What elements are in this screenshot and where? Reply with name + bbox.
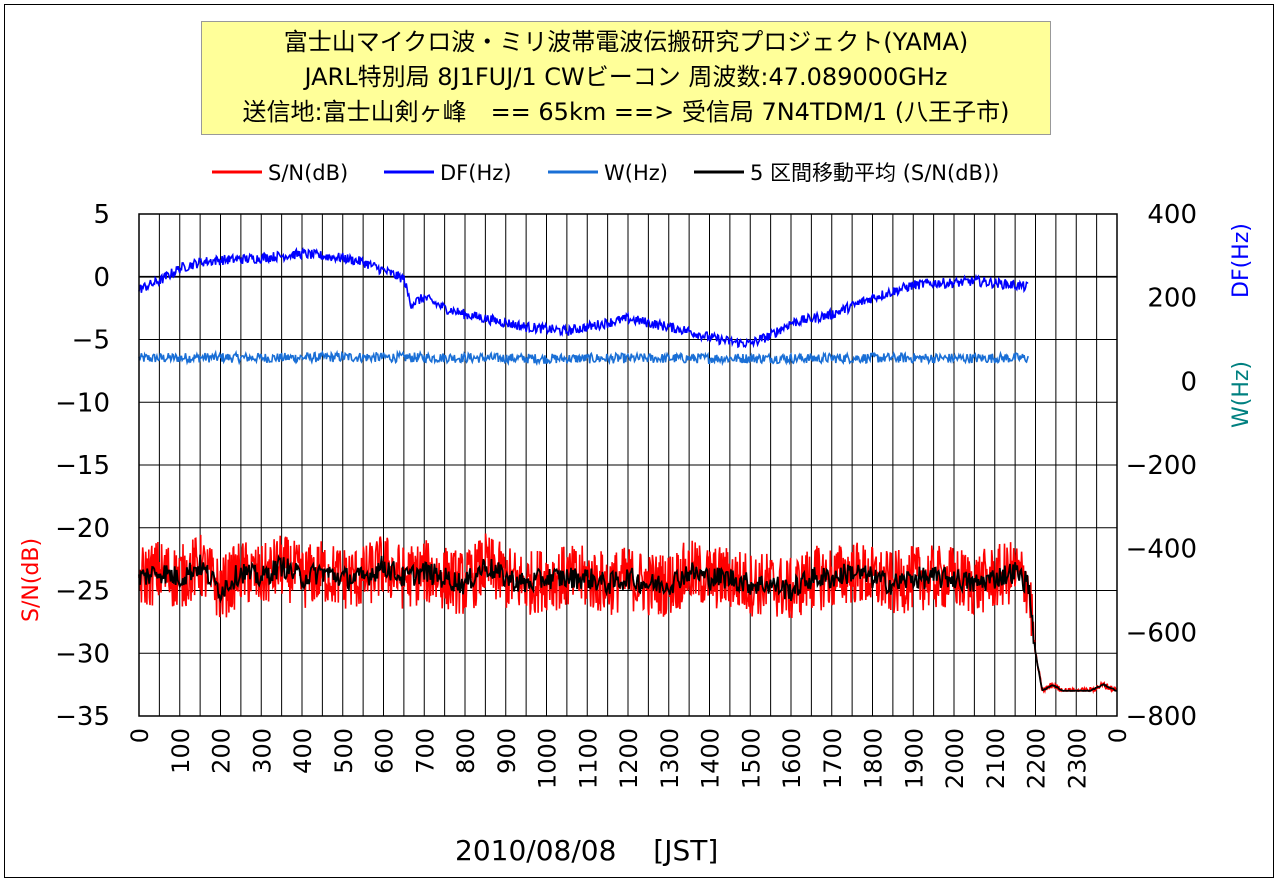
legend-label-avg: 5 区間移動平均 (S/N(dB))	[750, 161, 999, 185]
right-tick-label: 0	[1180, 367, 1197, 397]
right-tick-label: 400	[1147, 200, 1197, 230]
right-tick-label: −600	[1126, 618, 1197, 648]
x-tick-label: 500	[330, 728, 358, 774]
legend-label-df: DF(Hz)	[440, 161, 511, 185]
y-axis-left-title: S/N(dB)	[19, 538, 44, 622]
x-tick-label: 400	[289, 728, 317, 774]
left-tick-label: −30	[55, 639, 110, 669]
series-line-w	[138, 349, 1029, 367]
title-line-1: 富士山マイクロ波・ミリ波帯電波伝搬研究プロジェクト(YAMA)	[283, 28, 969, 56]
series-layer	[138, 246, 1118, 695]
left-tick-label: −25	[55, 577, 110, 607]
x-tick-label: 100	[167, 728, 195, 774]
x-tick-label: 1300	[656, 728, 684, 789]
y-axis-right-title-w: W(Hz)	[1229, 361, 1254, 428]
x-tick-label: 1400	[697, 728, 725, 789]
series-line-avg	[138, 554, 1118, 692]
series-line-df	[138, 246, 1029, 349]
x-tick-label: 900	[493, 728, 521, 774]
y-axis-right-title-df: DF(Hz)	[1229, 223, 1254, 298]
legend-label-sn: S/N(dB)	[268, 161, 348, 185]
chart-frame: 富士山マイクロ波・ミリ波帯電波伝搬研究プロジェクト(YAMA) JARL特別局 …	[4, 4, 1274, 878]
left-tick-label: −20	[55, 514, 110, 544]
x-tick-label: 2100	[982, 728, 1010, 789]
x-tick-label: 0	[126, 728, 154, 743]
title-line-2: JARL特別局 8J1FUJ/1 CWビーコン 周波数:47.089000GHz	[304, 63, 948, 91]
left-tick-label: −5	[72, 326, 110, 356]
chart-title: 富士山マイクロ波・ミリ波帯電波伝搬研究プロジェクト(YAMA) JARL特別局 …	[201, 21, 1051, 135]
gridlines	[138, 213, 1118, 717]
left-axis-ticks: 5 0 −5 −10 −15 −20 −25 −30 −35	[55, 200, 110, 732]
x-tick-label: 1600	[778, 728, 806, 789]
title-line-3: 送信地:富士山剣ヶ峰 == 65km ==> 受信局 7N4TDM/1 (八王子…	[242, 98, 1010, 126]
x-axis-title: 2010/08/08 [JST]	[455, 834, 718, 867]
legend: S/N(dB) DF(Hz) W(Hz) 5 区間移動平均 (S/N(dB))	[212, 161, 999, 185]
left-tick-label: 5	[93, 200, 110, 230]
right-tick-label: 200	[1147, 284, 1197, 314]
x-tick-label: 800	[452, 728, 480, 774]
left-tick-label: 0	[93, 263, 110, 293]
x-tick-label: 700	[411, 728, 439, 774]
x-tick-label: 200	[208, 728, 236, 774]
right-tick-label: −400	[1126, 535, 1197, 565]
x-tick-label: 1000	[534, 728, 562, 789]
x-tick-label: 1900	[900, 728, 928, 789]
x-tick-label: 2000	[941, 728, 969, 789]
x-tick-label: 0	[1104, 728, 1132, 743]
left-tick-label: −15	[55, 451, 110, 481]
right-axis-ticks: 400 200 0 −200 −400 −600 −800	[1126, 200, 1197, 732]
x-tick-label: 600	[371, 728, 399, 774]
x-tick-label: 2200	[1023, 728, 1051, 789]
x-tick-label: 1200	[615, 728, 643, 789]
right-tick-label: −200	[1126, 451, 1197, 481]
x-tick-label: 1700	[819, 728, 847, 789]
x-tick-label: 300	[248, 728, 276, 774]
left-tick-label: −35	[55, 702, 110, 732]
left-tick-label: −10	[55, 388, 110, 418]
x-tick-label: 2300	[1063, 728, 1091, 789]
x-tick-label: 1800	[860, 728, 888, 789]
x-axis-ticks: 0 100 200 300 400 500 600 700 800 900 1000 1100 1200…	[126, 728, 1132, 789]
x-tick-label: 1100	[574, 728, 602, 789]
legend-label-w: W(Hz)	[604, 161, 668, 185]
plot-area-border	[138, 213, 1118, 717]
x-tick-label: 1500	[737, 728, 765, 789]
right-tick-label: −800	[1126, 702, 1197, 732]
